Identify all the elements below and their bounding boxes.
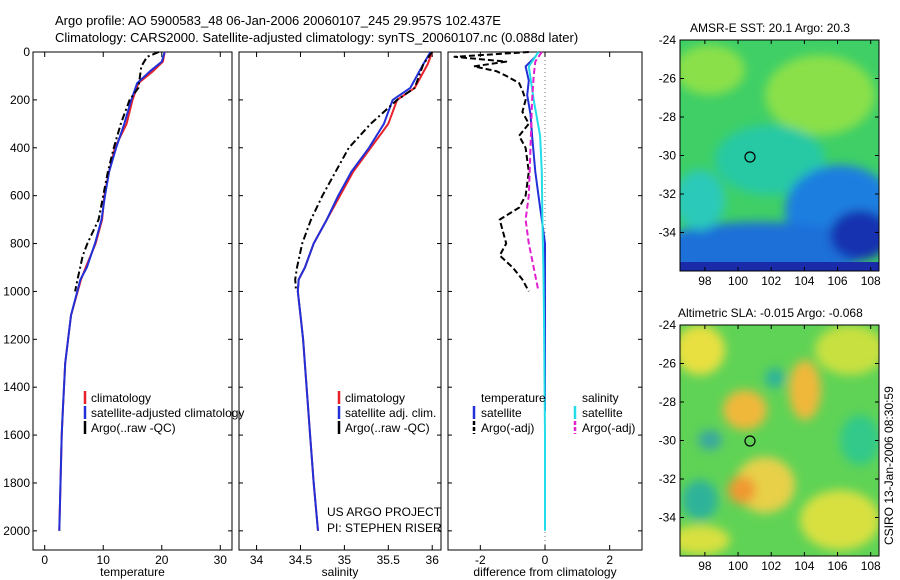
legend-temp-argo: Argo(-adj): [481, 421, 534, 435]
sst-field: [680, 45, 879, 271]
sla-argo-marker: [744, 435, 756, 447]
series-line-salinity-argo-adj: [524, 51, 543, 292]
temperature-legend: climatology satellite-adjusted climatolo…: [83, 391, 244, 435]
x-tick-label: 2: [606, 553, 613, 567]
series-line-temperature-satellite: [524, 56, 546, 412]
sla-map-title: Altimetric SLA: -0.015 Argo: -0.068: [678, 306, 863, 320]
x-tick-label: 108: [861, 559, 881, 573]
y-tick-label: -24: [659, 33, 677, 47]
x-tick-label: 20: [155, 553, 169, 567]
side-timestamp: CSIRO 13-Jan-2006 08:30:59: [882, 386, 896, 545]
y-tick-label: -32: [659, 187, 677, 201]
series-line-temperature-argo-adj: [453, 51, 530, 292]
y-tick-label: -26: [659, 72, 677, 86]
project-name: US ARGO PROJECT: [327, 505, 442, 519]
x-tick-label: 106: [828, 559, 848, 573]
x-tick-label: 0: [542, 553, 549, 567]
y-tick-label: -26: [659, 357, 677, 371]
sst-map-title: AMSR-E SST: 20.1 Argo: 20.3: [690, 21, 850, 35]
x-tick-label: 34: [250, 553, 264, 567]
salinity-panel: 34 34.5 35 35.5 36 salinity: [238, 51, 442, 579]
plot-frame: [238, 51, 442, 551]
x-axis-label: salinity: [322, 565, 359, 579]
x-tick-label: 10: [97, 553, 111, 567]
legend-climatology: climatology: [345, 391, 405, 405]
sla-field: [680, 325, 879, 555]
y-tick-label: 200: [10, 93, 30, 107]
series-line-argo-raw-qc: [74, 51, 160, 292]
series-line-satellite-adjusted-climatology: [58, 51, 166, 531]
salinity-legend: climatology satellite adj. clim. Argo(..…: [337, 391, 436, 435]
x-tick-label: 34.5: [289, 553, 313, 567]
y-tick-label: -34: [659, 511, 677, 525]
y-tick-label: -30: [659, 149, 677, 163]
plot-frame: [32, 51, 233, 551]
legend-temperature-title: temperature: [481, 391, 546, 405]
y-tick-label: 1800: [3, 476, 30, 490]
y-tick-label: -28: [659, 395, 677, 409]
y-tick-label: -34: [659, 226, 677, 240]
x-axis-label: temperature: [100, 565, 165, 579]
sst-axes: 98 100 102 104 106 108 -24 -26 -28 -30 -32 -34: [659, 33, 881, 288]
legend-climatology: climatology: [91, 391, 151, 405]
x-tick-label: 104: [794, 274, 814, 288]
x-tick-label: 0: [41, 553, 48, 567]
temperature-panel: 0 10 20 30 0 200 400 600 800 1000 1200 1400 1600 1800…: [3, 45, 233, 579]
x-tick-label: 106: [828, 274, 848, 288]
y-tick-label: 400: [10, 141, 30, 155]
legend-sal-satellite: satellite: [582, 406, 623, 420]
legend-argo: Argo(..raw -QC): [91, 421, 176, 435]
sla-heatmap: [680, 325, 879, 556]
x-tick-label: 35: [338, 553, 352, 567]
x-tick-label: -2: [475, 553, 486, 567]
x-tick-label: 100: [728, 274, 748, 288]
x-tick-label: 35.5: [377, 553, 401, 567]
series-line-satellite-adj-clim: [296, 51, 432, 531]
sst-heatmap: [680, 40, 879, 271]
y-tick-label: 600: [10, 189, 30, 203]
y-tick-label: -28: [659, 110, 677, 124]
x-tick-label: 102: [761, 274, 781, 288]
x-tick-label: 100: [728, 559, 748, 573]
series-line-argo-raw-qc: [294, 51, 434, 292]
x-tick-label: 98: [698, 274, 712, 288]
y-tick-label: 1000: [3, 284, 30, 298]
sst-bottom-band: [680, 262, 879, 271]
legend-salinity-title: salinity: [582, 391, 619, 405]
legend-sal-argo: Argo(-adj): [582, 421, 635, 435]
difference-legend: temperature satellite Argo(-adj) salinit…: [472, 391, 635, 435]
legend-satellite: satellite adj. clim.: [345, 406, 436, 420]
x-tick-label: 98: [698, 559, 712, 573]
y-tick-label: 1400: [3, 380, 30, 394]
x-tick-label: 102: [761, 559, 781, 573]
y-tick-label: 0: [23, 45, 30, 59]
legend-argo: Argo(..raw -QC): [345, 421, 430, 435]
legend-temp-satellite: satellite: [481, 406, 522, 420]
x-tick-label: 108: [861, 274, 881, 288]
y-tick-label: 800: [10, 237, 30, 251]
x-tick-label: 36: [426, 553, 440, 567]
x-axis-label: difference from climatology: [473, 565, 616, 579]
legend-satellite: satellite-adjusted climatology: [91, 406, 244, 420]
header-subtitle: Climatology: CARS2000. Satellite-adjuste…: [55, 30, 578, 45]
project-annotation: US ARGO PROJECT PI: STEPHEN RISER: [327, 505, 442, 535]
y-tick-label: 2000: [3, 524, 30, 538]
header-title: Argo profile: AO 5900583_48 06-Jan-2006 …: [55, 13, 501, 28]
y-tick-label: -30: [659, 434, 677, 448]
y-tick-label: -32: [659, 472, 677, 486]
y-tick-label: 1600: [3, 428, 30, 442]
project-pi: PI: STEPHEN RISER: [327, 521, 442, 535]
x-tick-label: 30: [214, 553, 228, 567]
sla-axes: 98 100 102 104 106 108 -24 -26 -28 -30 -32 -34: [659, 318, 881, 573]
sst-argo-marker: [744, 151, 756, 163]
y-tick-label: 1200: [3, 332, 30, 346]
y-tick-label: -24: [659, 318, 677, 332]
x-tick-label: 104: [794, 559, 814, 573]
